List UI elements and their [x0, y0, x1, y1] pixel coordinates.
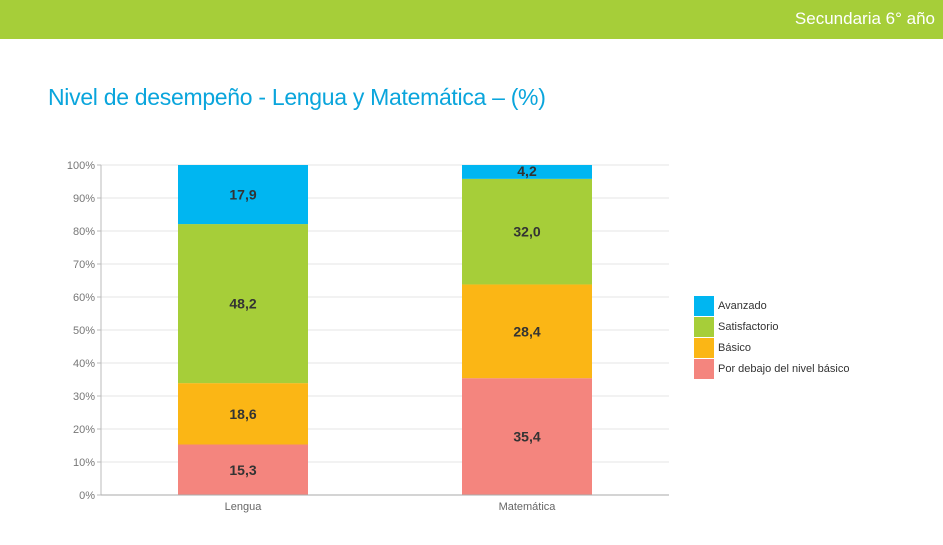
legend-swatch — [694, 295, 714, 316]
legend-swatch — [694, 358, 714, 379]
bar-segment — [462, 178, 592, 285]
legend-item: Por debajo del nivel básico — [694, 358, 849, 379]
y-tick-label: 20% — [73, 424, 95, 436]
legend-label: Satisfactorio — [718, 320, 779, 333]
bar-segment — [178, 383, 308, 445]
y-tick-label: 50% — [73, 325, 95, 337]
y-tick-label: 60% — [73, 292, 95, 304]
data-label: 35,4 — [513, 429, 540, 445]
y-tick-label: 90% — [73, 193, 95, 205]
x-category-label: Lengua — [225, 501, 263, 513]
y-tick-label: 100% — [67, 160, 95, 172]
legend-item: Básico — [694, 337, 849, 358]
y-tick-label: 10% — [73, 457, 95, 469]
bar-segment — [462, 284, 592, 379]
data-label: 4,2 — [517, 163, 537, 179]
legend-swatch — [694, 337, 714, 358]
header-label: Secundaria 6° año — [794, 9, 935, 28]
data-label: 48,2 — [229, 296, 256, 312]
header-bar: Secundaria 6° año — [0, 0, 943, 39]
y-tick-label: 0% — [79, 490, 95, 502]
legend-label: Avanzado — [718, 299, 767, 312]
y-tick-label: 40% — [73, 358, 95, 370]
bar-segment — [178, 224, 308, 384]
bar-segment — [178, 444, 308, 495]
data-label: 15,3 — [229, 462, 256, 478]
y-tick-label: 30% — [73, 391, 95, 403]
chart-title: Nivel de desempeño - Lengua y Matemática… — [48, 84, 546, 110]
y-tick-label: 80% — [73, 226, 95, 238]
data-label: 28,4 — [513, 323, 540, 339]
legend-item: Avanzado — [694, 295, 849, 316]
chart-legend: Avanzado Satisfactorio Básico Por debajo de… — [694, 295, 849, 379]
legend-item: Satisfactorio — [694, 316, 849, 337]
legend-label: Básico — [718, 341, 752, 354]
bar-segment — [462, 165, 592, 179]
bar-segment — [462, 378, 592, 495]
bar-segment — [178, 165, 308, 225]
data-label: 32,0 — [513, 224, 540, 240]
x-category-label: Matemática — [499, 501, 557, 513]
y-tick-label: 70% — [73, 259, 95, 271]
legend-swatch — [694, 316, 714, 337]
data-label: 17,9 — [229, 187, 256, 203]
data-label: 18,6 — [229, 406, 256, 422]
legend-label: Por debajo del nivel básico — [718, 362, 850, 375]
